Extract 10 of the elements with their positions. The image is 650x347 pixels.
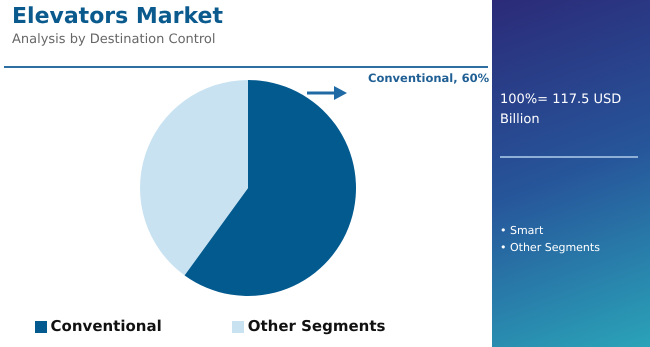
pie-slice [184, 80, 356, 296]
legend-label: Conventional [50, 317, 162, 335]
pie-slice [140, 80, 248, 276]
chart-subtitle: Analysis by Destination Control [12, 32, 216, 47]
chart-title: Elevators Market [12, 4, 223, 29]
data-label: Conventional, 60% [368, 71, 490, 85]
legend-label: Other Segments [248, 317, 386, 335]
text: 100%= 117.5 USD Billion [500, 91, 622, 129]
text: • Smart [500, 224, 544, 237]
text: • Other Segments [500, 241, 600, 254]
